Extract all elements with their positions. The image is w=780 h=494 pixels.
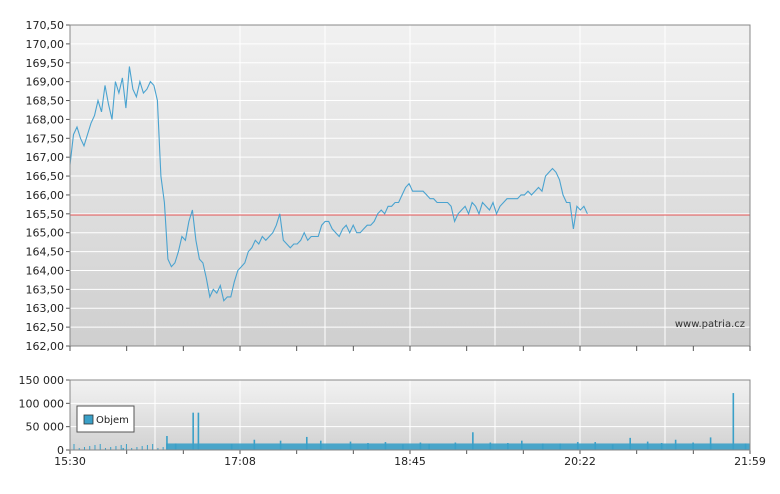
volume-y-tick-label: 100 000	[19, 397, 65, 410]
watermark: www.patria.cz	[675, 319, 745, 330]
volume-bar	[454, 442, 457, 450]
volume-bar	[279, 440, 282, 450]
price-y-tick-label: 168,50	[26, 95, 65, 108]
volume-grid	[70, 380, 750, 450]
volume-bar-small	[99, 444, 101, 450]
volume-bar	[197, 412, 200, 450]
volume-bar	[709, 437, 712, 450]
price-y-tick-label: 163,50	[26, 283, 65, 296]
volume-bar-small	[94, 445, 96, 450]
price-y-tick-label: 162,00	[26, 340, 65, 353]
volume-y-tick-label: 150 000	[19, 374, 65, 387]
price-y-tick-label: 166,50	[26, 170, 65, 183]
volume-bar	[576, 442, 579, 450]
volume-bars	[73, 393, 751, 450]
volume-baseline-band	[166, 443, 751, 450]
x-axis-label: 17:08	[224, 455, 256, 468]
volume-bar-small	[89, 446, 91, 450]
volume-bar	[419, 442, 422, 450]
price-y-tick-label: 165,00	[26, 227, 65, 240]
volume-bar	[629, 437, 631, 450]
price-y-tick-label: 163,00	[26, 302, 65, 315]
volume-bar	[230, 443, 233, 450]
volume-bar	[319, 440, 322, 450]
volume-bar-small	[131, 448, 133, 450]
volume-bar	[384, 442, 387, 450]
price-y-ticks: 170,50 170,00 169,50 169,00 168,50 168,00 167,…	[26, 19, 70, 353]
volume-bar	[646, 441, 649, 450]
volume-bar	[732, 393, 735, 450]
volume-bar	[174, 443, 177, 450]
volume-bar-small	[110, 447, 112, 450]
volume-bar	[166, 436, 168, 450]
volume-bar-small	[136, 447, 138, 450]
volume-bar-small	[146, 445, 148, 450]
volume-bar	[472, 432, 474, 450]
price-y-tick-label: 169,00	[26, 76, 65, 89]
volume-bar	[428, 443, 430, 450]
price-grid	[70, 25, 750, 346]
price-y-tick-label: 164,50	[26, 246, 65, 259]
volume-bar-small	[125, 444, 127, 450]
volume-bar	[367, 443, 369, 450]
volume-plot-border	[69, 379, 751, 451]
volume-bar	[521, 440, 523, 450]
price-y-tick-label: 166,00	[26, 189, 65, 202]
volume-bar-small	[157, 448, 159, 450]
price-y-tick-label: 167,50	[26, 132, 65, 145]
volume-bar	[674, 439, 677, 450]
volume-bar-small	[162, 447, 164, 450]
volume-bar	[305, 436, 308, 450]
price-y-tick-label: 165,50	[26, 208, 65, 221]
price-y-tick-label: 162,50	[26, 321, 65, 334]
volume-bar	[660, 443, 663, 450]
volume-bar	[559, 443, 562, 450]
volume-bar	[507, 443, 509, 450]
volume-bar	[744, 443, 747, 450]
price-y-tick-label: 170,50	[26, 19, 65, 32]
price-y-tick-label: 164,00	[26, 264, 65, 277]
x-axis-label: 15:30	[54, 455, 86, 468]
volume-bar-small	[73, 444, 75, 450]
x-axis-label: 21:59	[734, 455, 766, 468]
x-axis-labels: 15:30 17:08 18:45 20:22 21:59	[54, 455, 766, 468]
volume-bar	[349, 441, 352, 450]
legend-label: Objem	[96, 415, 129, 426]
volume-bar	[402, 444, 404, 450]
volume-bar	[594, 442, 597, 450]
volume-bar-small	[115, 446, 117, 450]
volume-bar	[541, 443, 544, 450]
volume-bar	[692, 442, 694, 450]
x-axis-label: 18:45	[394, 455, 426, 468]
volume-y-ticks: 150 000 100 000 50 000 0	[19, 374, 70, 457]
x-axis-ticks	[69, 346, 751, 454]
price-y-tick-label: 168,00	[26, 113, 65, 126]
volume-bar	[489, 442, 492, 450]
x-axis-label: 20:22	[564, 455, 596, 468]
price-y-tick-label: 167,00	[26, 151, 65, 164]
volume-bar	[611, 444, 614, 450]
volume-y-tick-label: 0	[57, 444, 64, 457]
volume-bar-small	[120, 445, 122, 450]
volume-bar	[122, 448, 125, 450]
price-panel: 170,50 170,00 169,50 169,00 168,50 168,00 167,…	[26, 19, 751, 353]
volume-bar-small	[78, 448, 80, 450]
legend: Objem	[76, 405, 135, 433]
volume-panel: 150 000 100 000 50 000 0 Objem	[19, 374, 751, 457]
volume-bar	[192, 412, 194, 450]
price-y-tick-label: 169,50	[26, 57, 65, 70]
volume-bar-small	[104, 448, 106, 450]
volume-bar-small	[83, 447, 85, 450]
legend-swatch	[83, 414, 94, 425]
volume-bar-small	[152, 444, 154, 450]
price-line	[69, 66, 588, 302]
volume-bar-small	[141, 446, 143, 450]
volume-bar	[253, 439, 256, 450]
price-y-tick-label: 170,00	[26, 38, 65, 51]
volume-y-tick-label: 50 000	[26, 421, 65, 434]
